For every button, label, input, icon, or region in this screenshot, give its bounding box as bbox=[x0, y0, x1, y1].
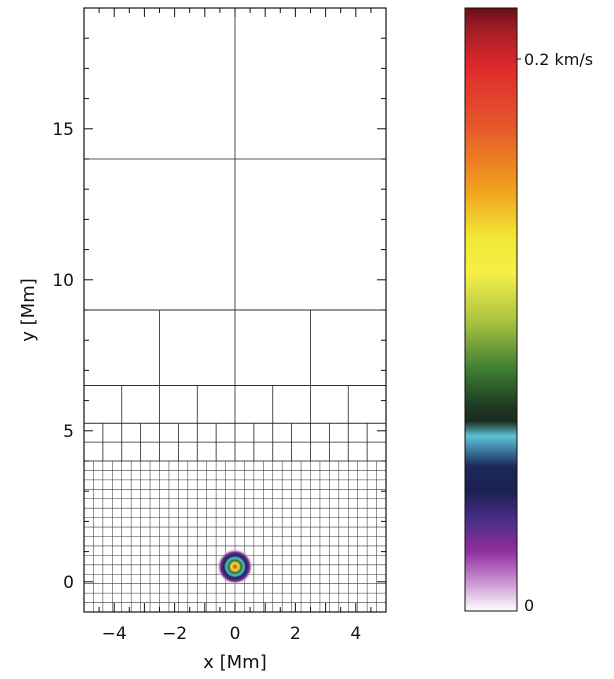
y-tick-label: 5 bbox=[63, 422, 74, 442]
y-tick-label: 10 bbox=[52, 271, 74, 291]
x-axis-title: x [Mm] bbox=[203, 652, 266, 673]
colorbar-max-label: 0.2 km/s bbox=[524, 50, 593, 69]
y-axis-ticks: 0 5 10 15 bbox=[52, 7, 386, 613]
y-tick-label: 0 bbox=[63, 573, 74, 593]
x-tick-label: −4 bbox=[102, 624, 127, 644]
x-tick-label: 2 bbox=[290, 624, 301, 644]
mesh-level-4 bbox=[84, 422, 386, 462]
y-tick-label: 15 bbox=[52, 120, 74, 140]
velocity-blob bbox=[216, 548, 254, 585]
x-tick-label: 4 bbox=[350, 624, 361, 644]
x-axis-ticks: −4 −2 0 2 4 bbox=[83, 8, 387, 644]
colorbar bbox=[464, 7, 518, 612]
colorbar-min-label: 0 bbox=[524, 596, 534, 615]
x-tick-label: 0 bbox=[230, 624, 241, 644]
x-tick-label: −2 bbox=[162, 624, 187, 644]
y-axis-title: y [Mm] bbox=[18, 278, 39, 341]
